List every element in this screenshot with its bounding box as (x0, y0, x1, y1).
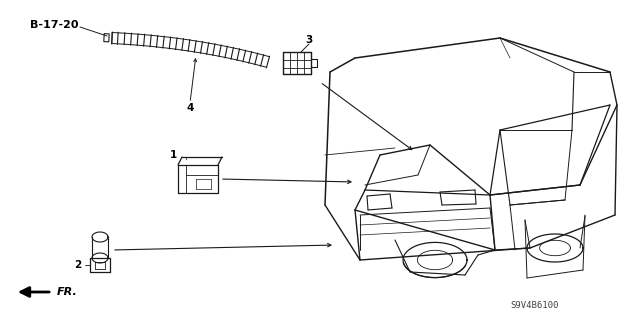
Text: S9V4B6100: S9V4B6100 (511, 300, 559, 309)
Text: FR.: FR. (57, 287, 77, 297)
Text: 4: 4 (186, 103, 194, 113)
Text: 1: 1 (170, 150, 177, 160)
Text: 3: 3 (305, 35, 312, 45)
Text: 2: 2 (74, 260, 82, 270)
Text: B-17-20: B-17-20 (30, 20, 79, 30)
